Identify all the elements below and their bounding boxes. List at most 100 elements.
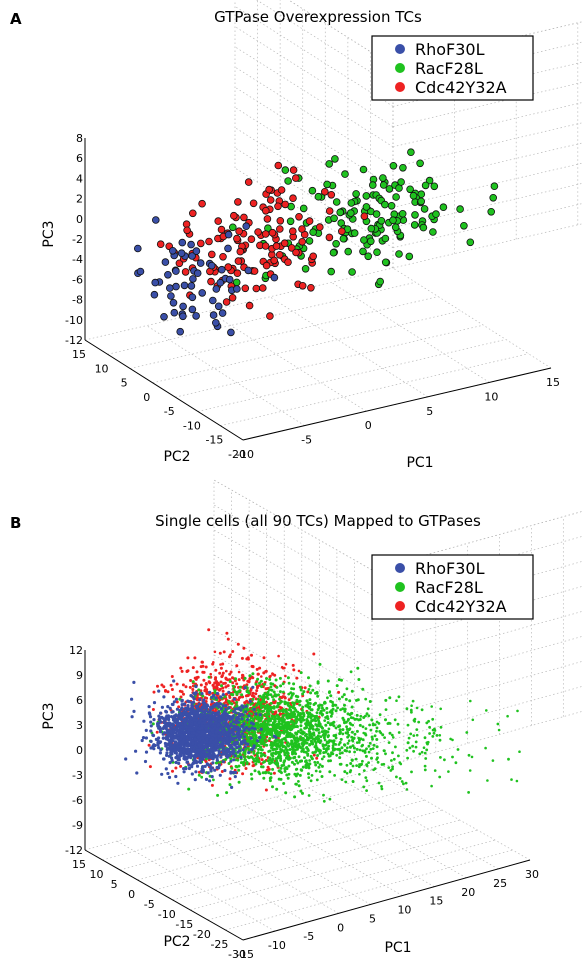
data-point	[155, 730, 159, 734]
data-point	[507, 757, 510, 761]
data-point	[329, 714, 333, 718]
data-point	[297, 780, 300, 783]
data-point	[337, 697, 341, 701]
data-point	[308, 702, 312, 705]
data-point	[251, 685, 255, 689]
data-point	[232, 697, 236, 701]
data-point	[197, 773, 201, 777]
data-point	[212, 715, 216, 719]
data-point	[197, 730, 201, 734]
data-point	[280, 239, 289, 248]
data-point	[339, 234, 348, 243]
data-point	[195, 745, 199, 749]
data-point	[198, 698, 202, 702]
data-point	[259, 748, 263, 752]
data-point	[410, 710, 413, 714]
data-point	[209, 738, 213, 742]
data-point	[202, 703, 206, 707]
data-point	[278, 712, 282, 716]
data-point	[292, 726, 295, 729]
data-point	[273, 723, 277, 727]
data-point	[191, 695, 195, 699]
data-point	[367, 714, 371, 718]
data-point	[317, 748, 321, 752]
data-point	[325, 748, 328, 752]
data-point	[266, 722, 269, 725]
data-point	[307, 772, 310, 776]
data-point	[224, 708, 228, 712]
plot-axes	[84, 650, 531, 941]
data-point	[283, 725, 287, 729]
data-point	[342, 693, 346, 697]
data-point	[276, 217, 285, 225]
data-point	[310, 774, 314, 777]
data-point	[237, 670, 241, 674]
data-point	[204, 734, 208, 738]
data-point	[245, 707, 248, 711]
data-point	[218, 265, 226, 274]
data-point	[292, 715, 296, 719]
data-point	[265, 743, 269, 747]
data-point	[265, 715, 269, 718]
data-point	[372, 210, 381, 218]
data-point	[460, 222, 468, 230]
data-point	[256, 677, 260, 681]
data-point	[217, 763, 222, 767]
data-point	[334, 743, 337, 746]
data-point	[281, 200, 290, 209]
data-point	[355, 717, 359, 721]
data-point	[237, 745, 241, 749]
data-point	[252, 751, 256, 755]
data-point	[271, 767, 275, 771]
grid-line	[116, 840, 276, 932]
data-point	[326, 679, 330, 683]
data-point	[309, 228, 317, 237]
grid-line	[392, 81, 583, 127]
grid-line	[225, 849, 513, 931]
data-point	[208, 753, 212, 758]
data-point	[230, 692, 234, 696]
data-point	[269, 693, 273, 697]
data-point	[262, 742, 266, 746]
data-point	[179, 666, 183, 670]
data-point	[363, 749, 367, 753]
data-point	[185, 760, 189, 764]
data-point	[320, 775, 324, 778]
data-point	[217, 749, 221, 753]
data-point	[224, 685, 228, 689]
data-point	[296, 695, 300, 699]
data-point	[254, 712, 258, 716]
data-point	[280, 771, 283, 775]
data-point	[318, 751, 322, 755]
data-point	[277, 693, 280, 697]
data-point	[210, 700, 214, 704]
data-point	[172, 679, 176, 683]
data-point	[306, 690, 310, 694]
data-point	[291, 752, 294, 756]
data-point	[219, 755, 223, 759]
data-point	[278, 690, 282, 694]
data-point	[163, 741, 167, 746]
data-point	[254, 734, 258, 737]
data-point	[252, 759, 256, 763]
grid-line	[172, 819, 460, 901]
data-point	[252, 744, 256, 748]
data-point	[202, 713, 207, 717]
x-tick-label: -10	[236, 448, 254, 461]
data-point	[413, 720, 417, 723]
data-point	[187, 748, 191, 752]
data-point	[255, 689, 259, 693]
data-point	[136, 267, 145, 276]
data-point	[341, 707, 345, 711]
data-point	[178, 697, 182, 701]
data-point	[410, 704, 413, 707]
data-point	[252, 707, 256, 712]
data-point	[178, 689, 182, 693]
data-point	[270, 714, 274, 718]
legend-marker	[395, 44, 405, 54]
data-point	[178, 714, 182, 719]
data-point	[265, 733, 269, 737]
data-point	[280, 722, 284, 726]
data-point	[380, 787, 384, 791]
data-point	[355, 729, 359, 733]
